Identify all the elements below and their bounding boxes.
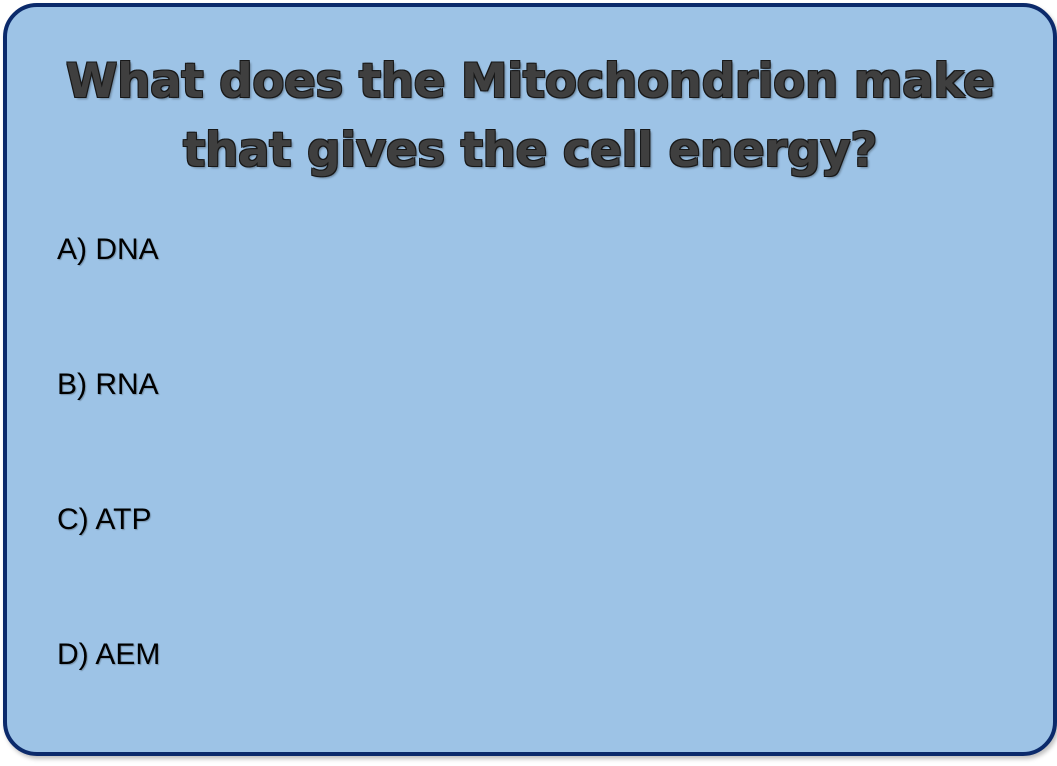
- question-card: What does the Mitochondrion make that gi…: [3, 3, 1057, 756]
- answer-option-d[interactable]: D) AEM: [57, 638, 161, 671]
- answer-option-b[interactable]: B) RNA: [57, 368, 159, 401]
- question-title: What does the Mitochondrion make that gi…: [65, 54, 995, 178]
- answer-option-a[interactable]: A) DNA: [57, 233, 159, 266]
- answer-options-list: A) DNA B) RNA C) ATP D) AEM: [57, 226, 160, 766]
- answer-option-c[interactable]: C) ATP: [57, 503, 152, 536]
